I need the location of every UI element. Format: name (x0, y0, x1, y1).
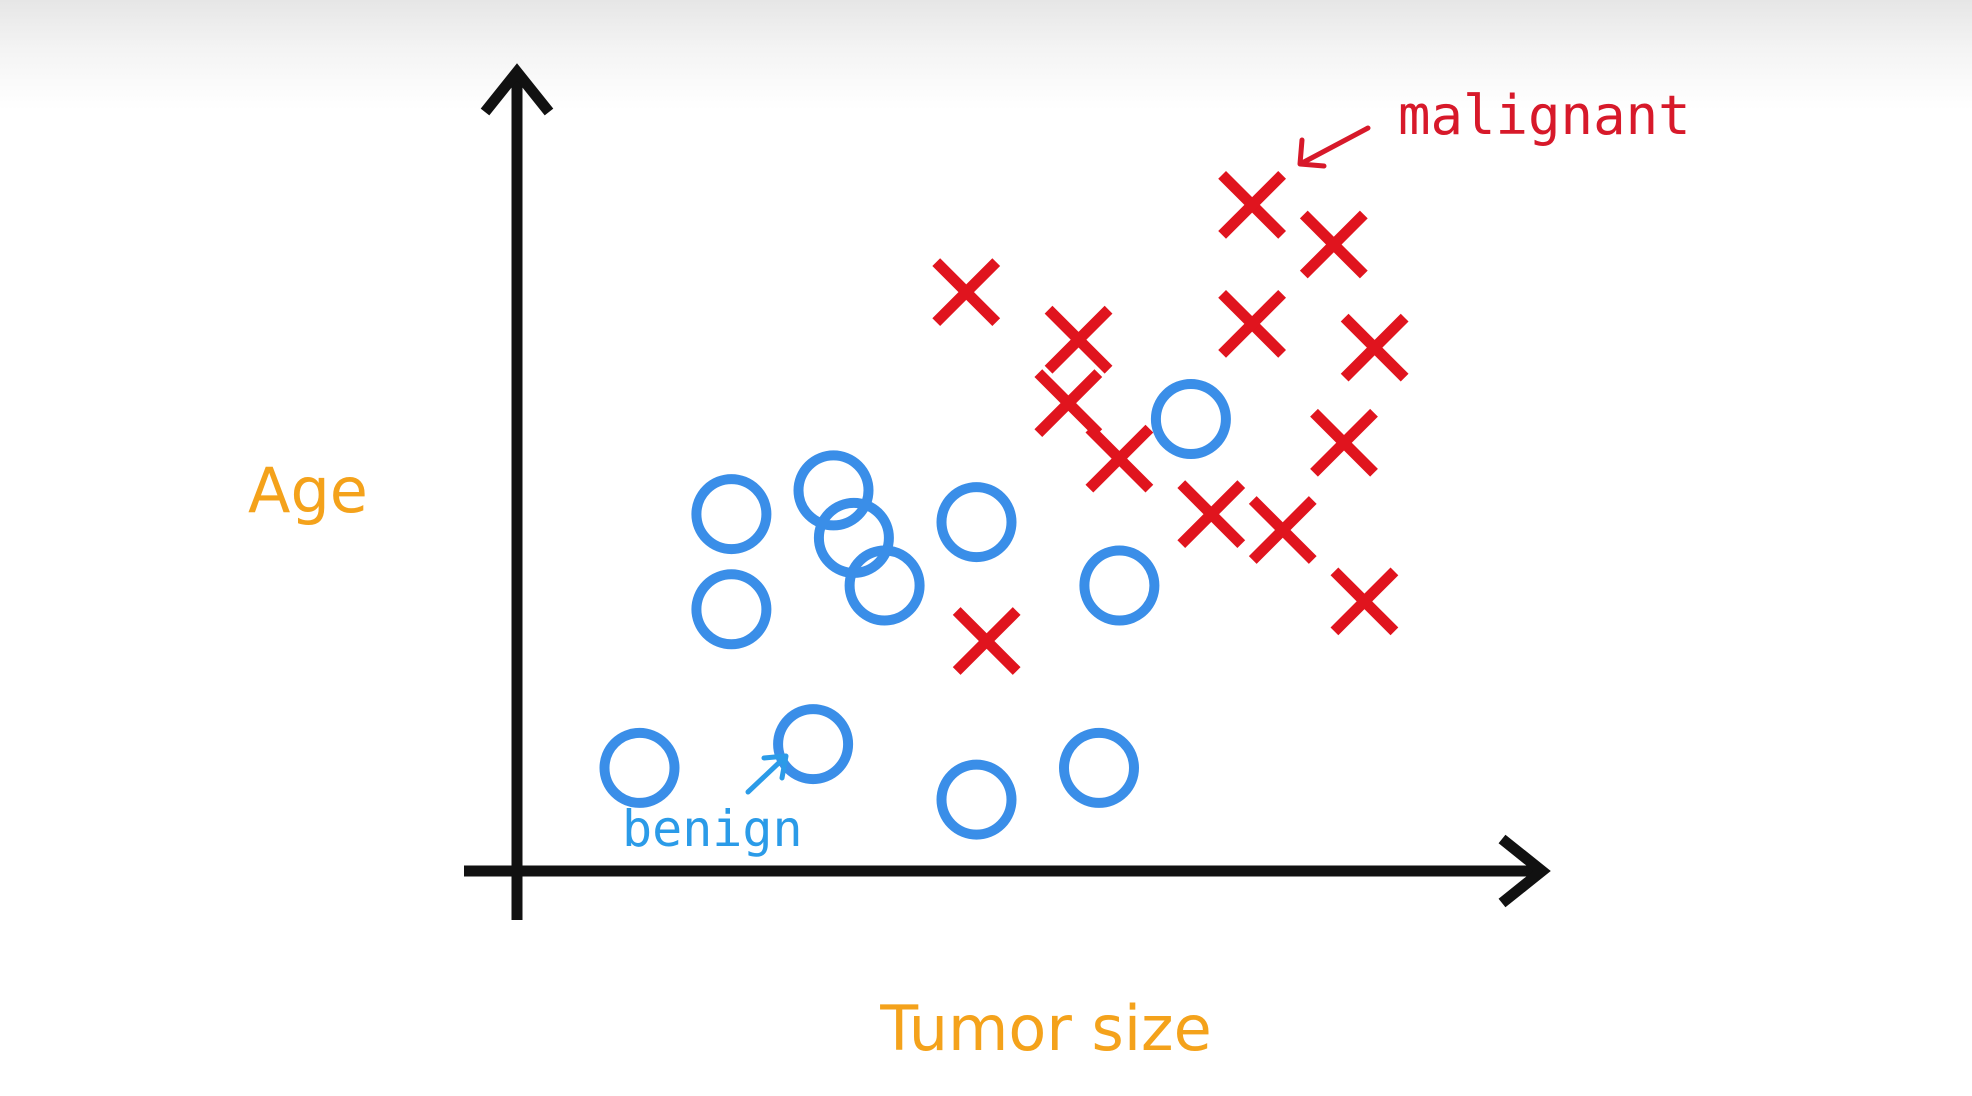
malignant-point (932, 258, 1001, 326)
benign-point (773, 704, 854, 785)
malignant-point (1218, 289, 1287, 358)
x-axis-arrowhead (1498, 834, 1551, 908)
malignant-annotation: malignant (1297, 84, 1691, 169)
benign-point (599, 727, 680, 808)
benign-point (936, 482, 1017, 563)
benign-label: benign (622, 800, 803, 858)
benign-point (936, 759, 1017, 840)
malignant-point (1044, 305, 1113, 374)
benign-arrow-icon (745, 753, 789, 795)
malignant-point (1330, 567, 1399, 636)
y-axis-arrowhead (480, 63, 554, 116)
malignant-series (932, 170, 1409, 675)
benign-point (1079, 545, 1160, 626)
y-axis-label: Age (248, 454, 368, 527)
benign-point (1150, 379, 1231, 459)
malignant-point (1218, 170, 1287, 239)
benign-point (691, 569, 772, 650)
benign-point (844, 545, 925, 626)
malignant-point (1177, 480, 1246, 549)
malignant-point (952, 607, 1021, 675)
malignant-point (1085, 424, 1154, 493)
malignant-point (1340, 313, 1409, 382)
benign-series (599, 379, 1231, 840)
benign-point (691, 474, 772, 555)
x-axis-label: Tumor size (879, 992, 1212, 1065)
malignant-point (1248, 496, 1317, 564)
benign-point (1059, 727, 1139, 808)
malignant-label: malignant (1398, 84, 1691, 147)
malignant-point (1034, 369, 1103, 438)
malignant-arrow-icon (1297, 125, 1371, 169)
malignant-point (1310, 408, 1378, 477)
benign-point (793, 450, 874, 531)
malignant-point (1299, 210, 1368, 279)
axes (464, 63, 1551, 920)
benign-annotation: benign (622, 753, 803, 858)
